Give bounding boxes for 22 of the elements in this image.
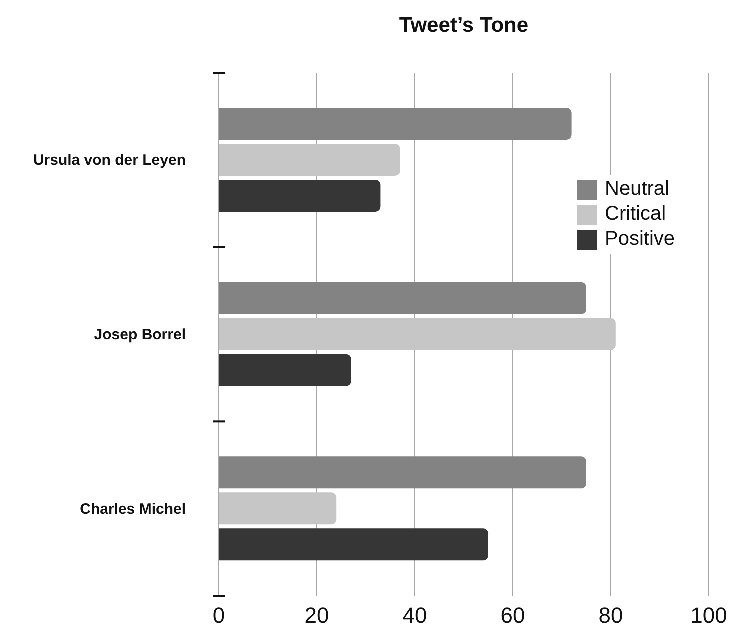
x-tick-label: 100 [690,603,728,628]
bar [219,528,488,561]
bar [219,180,381,212]
bar [219,282,586,314]
y-tick-label: Charles Michel [80,500,186,518]
x-tick-label: 60 [500,603,526,628]
x-tick-label: 80 [598,603,624,628]
bar [219,108,572,140]
y-tick-label: Josep Borrel [94,326,186,343]
x-tick-label: 20 [304,603,330,628]
bar [219,456,586,489]
legend-label: Critical [605,203,666,225]
bar [219,318,616,350]
legend-label: Neutral [605,178,670,200]
bar [219,144,400,176]
bar [219,354,352,386]
legend-label: Positive [605,228,676,250]
y-tick-label: Ursula von der Leyen [33,152,186,169]
x-tick-label: 40 [402,603,428,628]
x-tick-label: 0 [212,603,226,628]
bar [219,492,337,525]
chart-title: Tweet’s Tone [399,14,529,37]
